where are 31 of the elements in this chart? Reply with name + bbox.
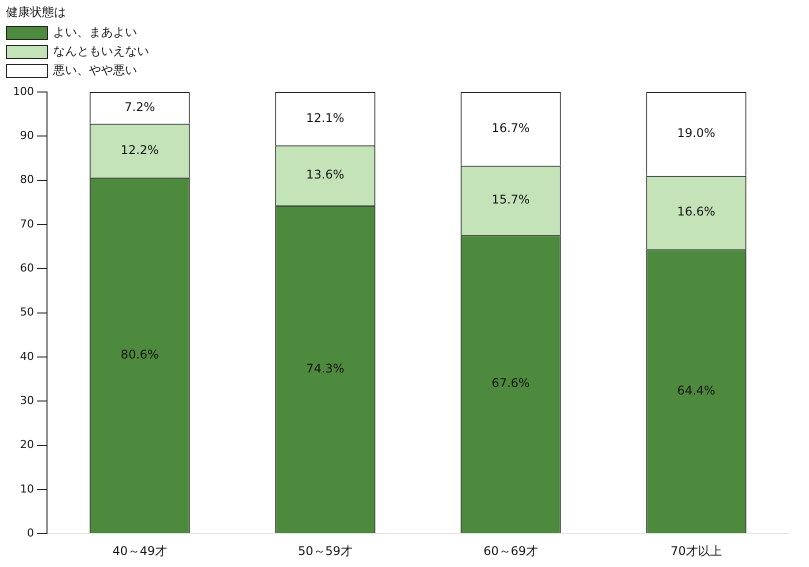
y-tick-label: 60 (20, 262, 34, 274)
data-label: 74.3% (306, 361, 344, 376)
y-tick-label: 20 (20, 438, 34, 452)
data-label: 12.1% (306, 110, 344, 125)
x-tick-label: 60～69才 (483, 544, 538, 558)
data-label: 13.6% (306, 168, 344, 182)
data-label: 16.7% (492, 121, 530, 135)
x-tick-label: 50～59才 (298, 544, 353, 558)
x-tick-label: 40～49才 (112, 544, 168, 558)
y-tick-label: 100 (12, 84, 34, 98)
data-label: 67.6% (492, 376, 530, 390)
y-tick-label: 10 (20, 482, 34, 496)
data-label: 7.2% (124, 100, 155, 114)
series-label: 悪い、やや悪い (53, 62, 137, 79)
y-tick-label: 30 (20, 394, 34, 407)
legend-title: 健康状態は (6, 4, 67, 21)
data-label: 15.7% (492, 192, 530, 207)
data-label: 64.4% (677, 383, 716, 398)
data-label: 19.0% (677, 126, 716, 140)
data-label: 80.6% (120, 348, 159, 362)
y-tick-label: 0 (26, 526, 34, 540)
legend-label: なんともいえない (53, 43, 149, 60)
data-label: 16.6% (677, 204, 716, 219)
data-label: 12.2% (120, 142, 159, 157)
y-tick-label: 40 (20, 350, 34, 363)
y-tick-label: 50 (20, 306, 34, 319)
legend-label: よい、まあよい (53, 24, 137, 41)
y-tick-label: 70 (20, 217, 34, 230)
x-tick-label: 70才以上 (670, 544, 722, 558)
y-tick-label: 90 (20, 129, 34, 142)
y-tick-label: 80 (20, 173, 34, 186)
